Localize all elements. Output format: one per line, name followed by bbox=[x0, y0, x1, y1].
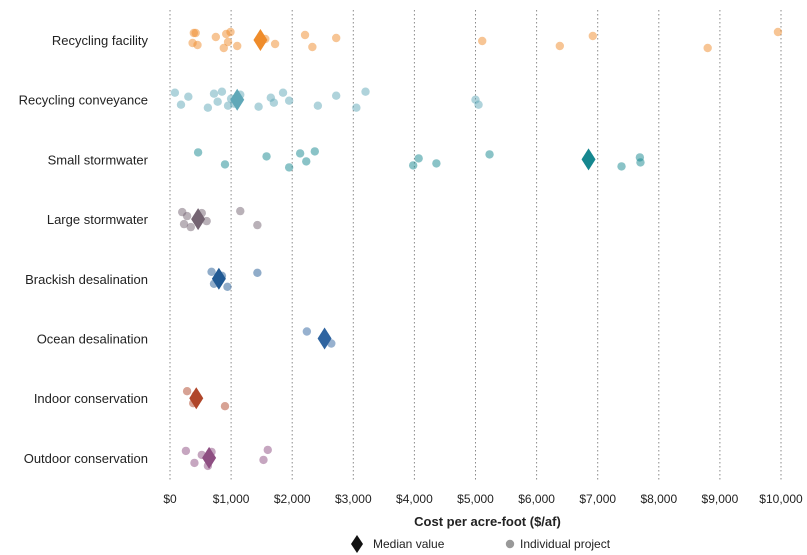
project-point bbox=[254, 102, 263, 111]
project-point bbox=[361, 87, 370, 96]
median-diamond bbox=[211, 267, 226, 290]
project-point bbox=[253, 268, 262, 277]
x-tick-label: $5,000 bbox=[457, 492, 494, 506]
project-point bbox=[555, 41, 565, 51]
category-labels: Recycling facility Recycling conveyance Sm… bbox=[19, 33, 149, 466]
category-label: Small stormwater bbox=[48, 152, 149, 167]
median-diamond bbox=[202, 446, 217, 469]
category-label: Outdoor conservation bbox=[24, 451, 148, 466]
x-tick-label: $2,000 bbox=[274, 492, 311, 506]
project-point bbox=[617, 162, 626, 171]
project-point bbox=[308, 42, 317, 52]
project-point bbox=[220, 402, 230, 411]
project-point bbox=[190, 458, 199, 468]
project-point bbox=[773, 27, 783, 37]
project-point bbox=[182, 387, 192, 396]
project-point bbox=[223, 37, 233, 47]
category-label: Indoor conservation bbox=[34, 391, 148, 406]
median-diamond bbox=[317, 327, 332, 350]
project-point bbox=[181, 446, 191, 456]
individual-points bbox=[170, 27, 783, 471]
project-point bbox=[284, 96, 294, 105]
legend-median-label: Median value bbox=[373, 537, 445, 551]
project-point bbox=[262, 152, 271, 161]
median-diamond bbox=[189, 387, 204, 410]
project-point bbox=[270, 39, 280, 49]
legend-point-label: Individual project bbox=[520, 537, 611, 551]
project-point bbox=[414, 154, 423, 163]
project-point bbox=[188, 38, 197, 48]
gridlines bbox=[169, 10, 782, 482]
project-point bbox=[302, 327, 312, 336]
project-point bbox=[236, 206, 245, 216]
x-tick-label: $1,000 bbox=[213, 492, 250, 506]
project-point bbox=[331, 91, 341, 100]
project-point bbox=[207, 267, 216, 276]
project-point bbox=[478, 36, 487, 46]
project-point bbox=[408, 161, 418, 170]
project-point bbox=[485, 150, 494, 159]
project-point bbox=[588, 31, 598, 41]
project-point bbox=[432, 159, 441, 168]
x-tick-label: $8,000 bbox=[640, 492, 677, 506]
project-point bbox=[703, 43, 712, 53]
project-point bbox=[313, 101, 323, 110]
project-point bbox=[302, 157, 311, 166]
project-point bbox=[253, 220, 262, 230]
category-label: Recycling facility bbox=[52, 33, 149, 48]
x-axis-title: Cost per acre-foot ($/af) bbox=[414, 514, 561, 529]
project-point bbox=[209, 89, 219, 98]
project-point bbox=[300, 30, 310, 40]
x-tick-label: $10,000 bbox=[759, 492, 803, 506]
x-tick-label: $7,000 bbox=[579, 492, 616, 506]
project-point bbox=[220, 160, 230, 169]
project-point bbox=[223, 282, 232, 291]
category-label: Brackish desalination bbox=[25, 272, 148, 287]
x-tick-label: $9,000 bbox=[702, 492, 739, 506]
project-point bbox=[295, 149, 305, 158]
project-point bbox=[233, 41, 242, 51]
project-point bbox=[170, 88, 180, 97]
median-markers bbox=[189, 29, 596, 469]
project-point bbox=[259, 455, 268, 465]
project-point bbox=[179, 219, 189, 229]
project-point bbox=[310, 147, 320, 156]
project-point bbox=[184, 92, 193, 101]
project-point bbox=[186, 222, 195, 232]
project-point bbox=[284, 163, 294, 172]
median-diamond bbox=[191, 208, 206, 231]
project-point bbox=[193, 148, 203, 157]
median-diamond bbox=[253, 29, 268, 51]
project-point bbox=[263, 445, 272, 455]
x-tick-label: $4,000 bbox=[396, 492, 433, 506]
project-point bbox=[226, 27, 235, 37]
category-label: Recycling conveyance bbox=[19, 93, 148, 108]
project-point bbox=[191, 28, 200, 38]
project-point bbox=[213, 97, 222, 106]
legend: Median value Individual project bbox=[351, 535, 611, 553]
project-point bbox=[269, 98, 279, 107]
median-diamond bbox=[581, 148, 596, 171]
project-point bbox=[219, 43, 228, 53]
x-tick-label: $0 bbox=[163, 492, 177, 506]
x-tick-label: $6,000 bbox=[518, 492, 555, 506]
x-tick-label: $3,000 bbox=[335, 492, 372, 506]
project-point bbox=[278, 88, 288, 97]
project-point bbox=[211, 32, 221, 42]
project-point bbox=[636, 158, 645, 167]
project-point bbox=[352, 103, 361, 112]
project-point bbox=[474, 100, 483, 109]
x-tick-labels: $0 $1,000 $2,000 $3,000 $4,000 $5,000 $6,000 $7… bbox=[163, 492, 803, 506]
category-label: Ocean desalination bbox=[37, 332, 148, 347]
project-point bbox=[217, 87, 227, 96]
project-point bbox=[331, 33, 341, 43]
category-label: Large stormwater bbox=[47, 212, 149, 227]
median-diamond bbox=[230, 88, 245, 111]
project-point bbox=[182, 211, 192, 221]
project-point bbox=[203, 103, 213, 112]
legend-median-icon bbox=[351, 535, 363, 553]
legend-point-icon bbox=[505, 539, 515, 549]
project-point bbox=[176, 100, 186, 109]
